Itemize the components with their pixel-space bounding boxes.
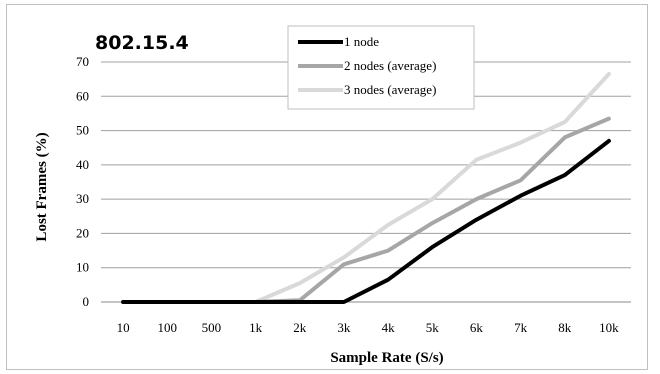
x-tick-label: 1k — [249, 320, 263, 335]
x-tick-label: 8k — [558, 320, 572, 335]
x-tick-label: 3k — [337, 320, 351, 335]
x-tick-label: 7k — [514, 320, 528, 335]
y-tick-label: 70 — [76, 54, 89, 69]
x-tick-label: 10 — [117, 320, 130, 335]
legend-label-3: 3 nodes (average) — [344, 82, 436, 97]
y-tick-label: 50 — [76, 123, 89, 138]
line-chart: 0 10 20 30 40 50 60 70 10 100 500 1k 2k 3k 4k 5k 6k 7k 8k… — [34, 25, 631, 366]
x-tick-label: 2k — [293, 320, 307, 335]
legend-label-1: 1 node — [344, 34, 379, 49]
series-lines — [121, 72, 611, 304]
legend: 1 node 2 nodes (average) 3 nodes (average) — [287, 25, 475, 110]
x-tick-label: 6k — [470, 320, 484, 335]
y-tick-label: 0 — [83, 294, 90, 309]
x-tick-label: 4k — [382, 320, 396, 335]
y-tick-label: 60 — [76, 88, 89, 103]
x-tick-label: 5k — [426, 320, 440, 335]
legend-label-2: 2 nodes (average) — [344, 58, 436, 73]
y-tick-label: 30 — [76, 191, 89, 206]
grid — [101, 61, 631, 303]
x-tick-label: 100 — [158, 320, 178, 335]
chart-title: 802.15.4 — [95, 32, 189, 54]
x-axis-label: Sample Rate (S/s) — [330, 350, 443, 366]
x-tick-label: 500 — [202, 320, 222, 335]
series-line-2 — [121, 116, 611, 304]
y-axis-label: Lost Frames (%) — [34, 132, 50, 241]
x-axis-ticks: 10 100 500 1k 2k 3k 4k 5k 6k 7k 8k 10k — [117, 320, 620, 335]
y-tick-label: 40 — [76, 157, 89, 172]
x-tick-label: 10k — [599, 320, 619, 335]
y-tick-label: 10 — [76, 260, 89, 275]
y-tick-label: 20 — [76, 225, 89, 240]
y-axis-ticks: 0 10 20 30 40 50 60 70 — [76, 54, 89, 309]
chart-frame: 0 10 20 30 40 50 60 70 10 100 500 1k 2k 3k 4k 5k 6k 7k 8k… — [6, 4, 648, 370]
series-line-1 — [121, 138, 611, 304]
